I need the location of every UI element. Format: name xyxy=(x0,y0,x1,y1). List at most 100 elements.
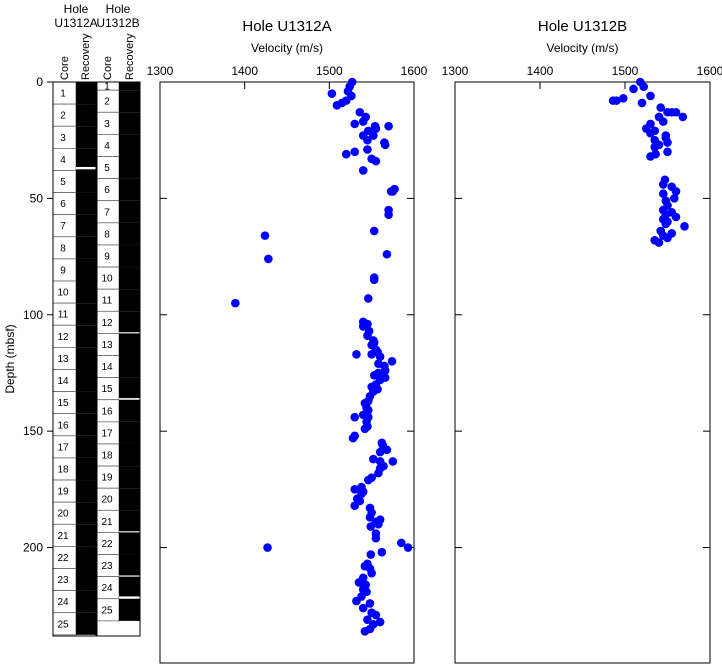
hole-a-core-number: 25 xyxy=(57,619,69,630)
depth-tick-label: 50 xyxy=(30,191,44,205)
hole-u1312b-x-tick-label: 1300 xyxy=(442,64,469,78)
hole-b-core-number: 25 xyxy=(101,605,113,616)
depth-tick-label: 100 xyxy=(23,308,43,322)
hole-u1312b-data-point xyxy=(637,98,647,108)
hole-u1312a-data-point xyxy=(384,121,393,131)
hole-b-core-number: 7 xyxy=(104,207,110,218)
hole-a-core-number: 22 xyxy=(57,553,69,564)
hole-u1312a-data-point xyxy=(341,149,351,159)
hole-b-core-number: 22 xyxy=(101,539,113,550)
hole-u1312a-data-point xyxy=(350,119,360,129)
hole-u1312a-data-point xyxy=(348,433,358,443)
hole-u1312a-data-point xyxy=(377,547,387,557)
hole-b-recovery-bar xyxy=(119,156,140,179)
hole-a-recovery-bar xyxy=(76,457,96,481)
hole-b-recovery-bar xyxy=(119,200,140,223)
hole-b-recovery-bar xyxy=(119,554,140,577)
hole-b-core-number: 6 xyxy=(104,185,110,196)
hole-u1312b-data-point xyxy=(663,107,672,117)
hole-b-recovery-bar xyxy=(119,576,140,599)
hole-b-recovery-bar xyxy=(119,377,140,400)
hole-b-recovery-bar xyxy=(119,267,140,290)
hole-u1312b-data-point xyxy=(658,180,668,189)
hole-a-core-number: 3 xyxy=(60,133,66,144)
hole-a-recovery-bar xyxy=(76,612,96,635)
hole-b-recovery-bar xyxy=(119,421,140,444)
hole-a-recovery-bar xyxy=(76,170,96,193)
hole-u1312b-data-point xyxy=(654,238,664,247)
hole-u1312a-data-point xyxy=(371,533,381,543)
hole-u1312a-data-point xyxy=(352,350,361,359)
hole-a-recovery-bar xyxy=(76,214,96,237)
hole-u1312a-data-point xyxy=(363,135,372,145)
hole-u1312b-data-point xyxy=(619,93,628,103)
hole-u1312a-data-point xyxy=(397,538,406,548)
hole-a-core-number: 18 xyxy=(57,464,69,475)
hole-a-recovery-bar xyxy=(76,258,96,282)
hole-u1312a-data-point xyxy=(369,275,379,285)
hole-u1312a-data-point xyxy=(363,475,373,485)
hole-u1312a-data-point xyxy=(369,454,378,464)
hole-u1312a-x-tick-label: 1400 xyxy=(231,64,258,78)
hole-u1312a-data-point xyxy=(231,298,240,308)
hole-b-recovery-bar xyxy=(119,355,140,378)
hole-u1312b-data-point xyxy=(646,91,655,101)
hole-u1312b-x-tick-label: 1600 xyxy=(697,64,722,78)
hole-a-recovery-bar xyxy=(76,502,96,525)
hole-b-core-number: 15 xyxy=(101,384,113,395)
hole-b-core-number: 3 xyxy=(104,119,110,130)
hole-u1312a-data-point xyxy=(386,187,396,196)
hole-u1312a-data-point xyxy=(363,615,372,625)
recovery-label-a: Recovery xyxy=(80,33,92,80)
hole-a-core-number: 6 xyxy=(60,199,66,210)
hole-u1312a-data-point xyxy=(375,617,385,627)
hole-u1312a-data-point xyxy=(366,522,376,531)
hole-b-core-number: 5 xyxy=(104,163,110,174)
hole-u1312a-data-point xyxy=(388,457,398,466)
hole-u1312a-data-point xyxy=(375,352,385,361)
hole-b-core-number: 18 xyxy=(101,451,113,462)
hole-u1312b-data-point xyxy=(671,187,681,196)
core-label-b: Core xyxy=(102,56,114,80)
hole-u1312b-data-point xyxy=(639,82,648,91)
hole-a-recovery-bar xyxy=(76,590,96,613)
hole-u1312a-data-point xyxy=(358,322,368,331)
hole-b-core-number: 2 xyxy=(104,97,110,108)
hole-a-recovery-bar xyxy=(76,546,96,569)
hole-b-core-number: 13 xyxy=(101,340,113,351)
hole-u1312a-x-tick-label: 1600 xyxy=(401,64,428,78)
hole-b-recovery-bar xyxy=(119,488,140,511)
hole-b-core-number: 21 xyxy=(101,517,113,528)
hole-u1312a-xlabel: Velocity (m/s) xyxy=(251,41,323,55)
hole-u1312a-data-point xyxy=(264,254,273,264)
hole-a-core-number: 1 xyxy=(60,89,66,100)
hole-u1312a-data-point xyxy=(358,117,368,126)
hole-u1312b-data-point xyxy=(678,112,688,122)
hole-u1312b-data-point xyxy=(646,128,655,138)
hole-u1312a-data-point xyxy=(403,543,413,552)
hole-u1312a-data-point xyxy=(354,578,364,587)
hole-b-core-number: 11 xyxy=(102,296,113,307)
hole-a-core-number: 12 xyxy=(57,332,69,343)
hole-u1312a-data-point xyxy=(366,550,376,559)
hole-b-recovery-bar xyxy=(119,532,140,555)
hole-a-core-number: 13 xyxy=(57,354,69,365)
hole-u1312b-title: Hole U1312B xyxy=(538,18,627,35)
hole-u1312a-data-point xyxy=(380,140,390,150)
hole-b-recovery-bar xyxy=(119,443,140,467)
hole-a-recovery-bar xyxy=(76,148,96,171)
hole-b-recovery-bar xyxy=(119,510,140,533)
hole-a-core-number: 23 xyxy=(57,575,69,586)
hole-u1312a-data-point xyxy=(363,331,372,341)
depth-tick-label: 0 xyxy=(36,75,43,89)
hole-b-recovery-bar xyxy=(119,222,140,245)
hole-a-recovery-bar xyxy=(76,524,96,547)
hole-u1312a-data-point xyxy=(374,519,383,529)
hole-a-core-number: 14 xyxy=(57,376,69,387)
hole-a-core-number: 2 xyxy=(60,111,66,122)
hole-a-recovery-bar xyxy=(76,413,96,436)
hole-u1312a-title: Hole U1312A xyxy=(242,18,331,35)
hole-a-recovery-bar xyxy=(76,391,96,414)
